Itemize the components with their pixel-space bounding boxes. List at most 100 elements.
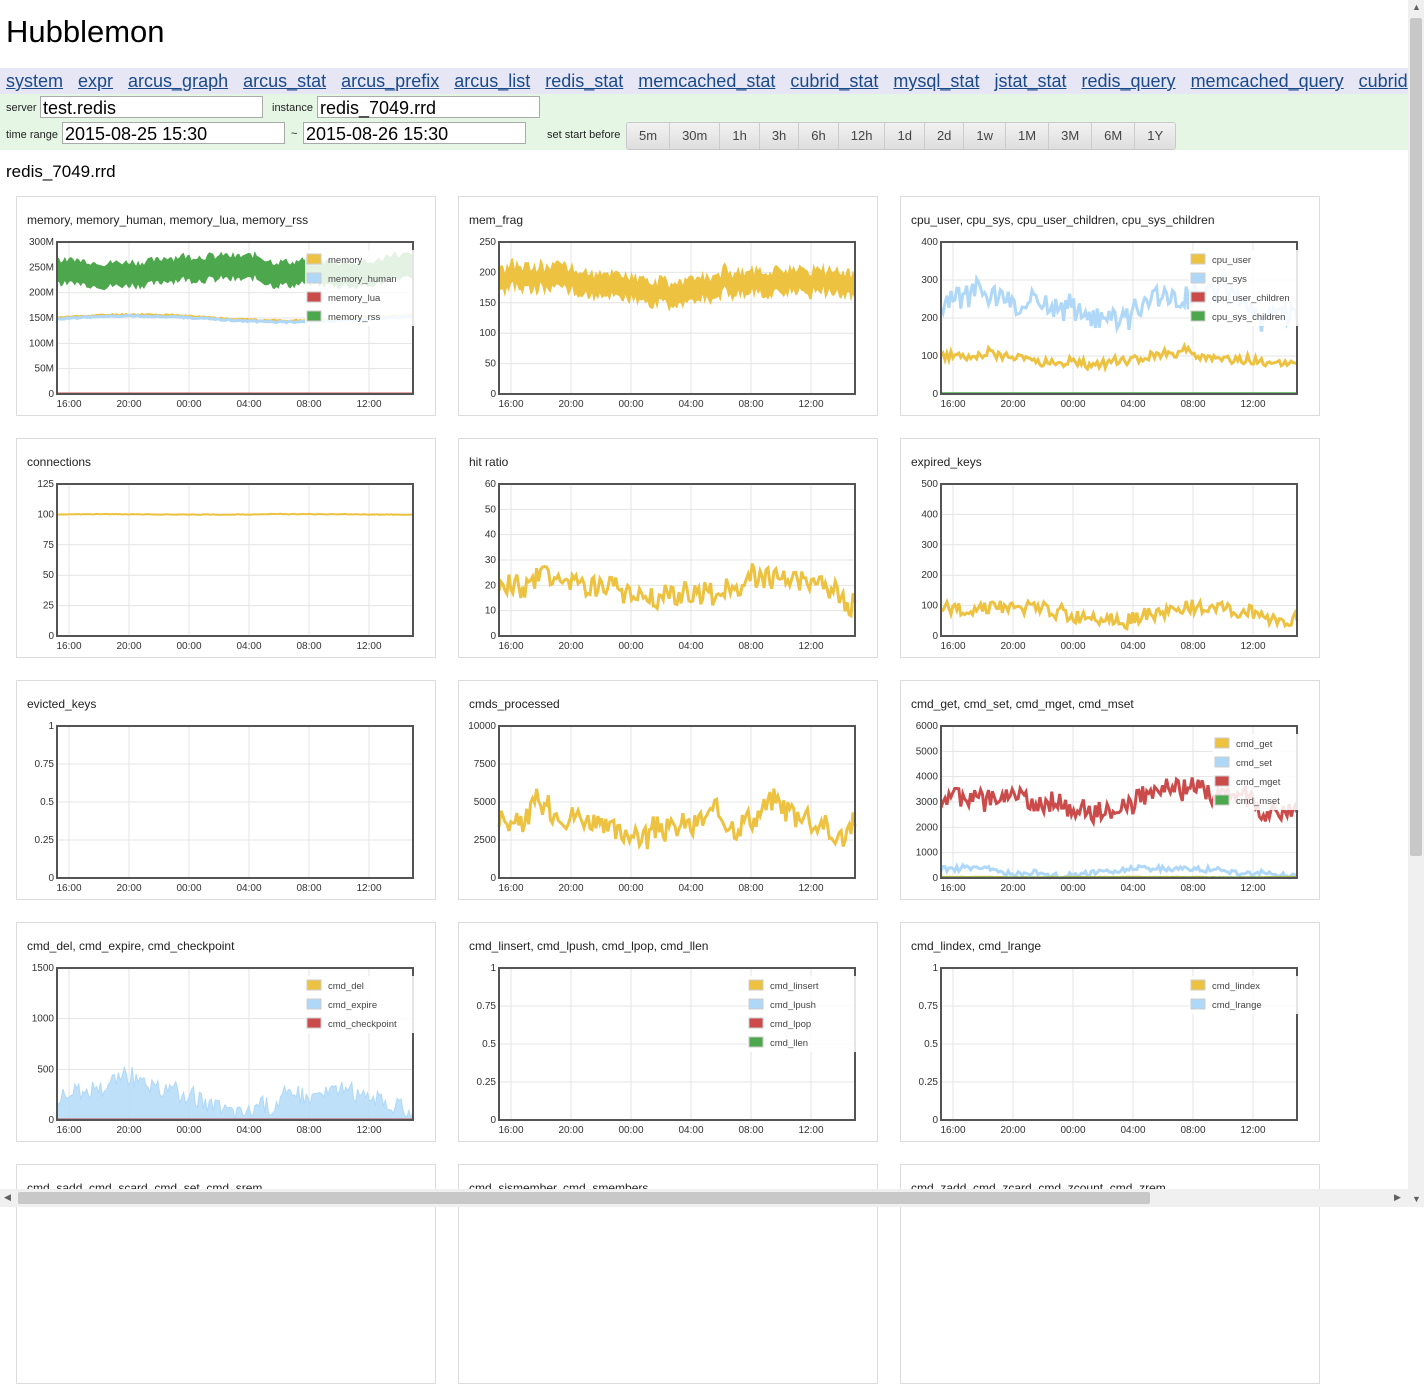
nav-link-redis-stat[interactable]: redis_stat <box>545 71 624 91</box>
range-button-30m[interactable]: 30m <box>670 123 721 149</box>
range-button-5m[interactable]: 5m <box>627 123 671 149</box>
chart-svg: 0 2500 5000 7500 10000 16:00 20:00 00:00 04:00 08… <box>468 721 857 894</box>
y-tick-label: 100 <box>37 509 54 520</box>
start-time-input[interactable]: 2015-08-25 15:30 <box>62 122 285 144</box>
range-button-1h[interactable]: 1h <box>720 123 760 149</box>
nav-link-system[interactable]: system <box>6 71 64 91</box>
vertical-scroll-thumb[interactable] <box>1410 18 1422 856</box>
range-button-3M[interactable]: 3M <box>1049 123 1093 149</box>
y-tick-label: 200 <box>479 267 496 278</box>
horizontal-scroll-thumb[interactable] <box>18 1192 1150 1204</box>
x-tick-label: 08:00 <box>296 641 321 652</box>
x-tick-label: 08:00 <box>738 883 763 894</box>
x-tick-label: 12:00 <box>356 641 381 652</box>
legend-bg <box>1189 976 1299 995</box>
end-time-input[interactable]: 2015-08-26 15:30 <box>303 122 526 144</box>
scroll-left-icon[interactable]: ◀ <box>4 1192 11 1202</box>
x-tick-label: 20:00 <box>558 641 583 652</box>
y-tick-label: 500 <box>921 479 938 490</box>
legend-label: cmd_set <box>1236 758 1272 769</box>
range-button-6h[interactable]: 6h <box>799 123 839 149</box>
y-tick-label: 100 <box>479 328 496 339</box>
nav-link-mysql-stat[interactable]: mysql_stat <box>893 71 980 91</box>
legend-bg <box>305 995 415 1014</box>
x-tick-label: 12:00 <box>1240 641 1265 652</box>
x-tick-label: 00:00 <box>1060 1125 1085 1136</box>
nav-link-cubrid-stat[interactable]: cubrid_stat <box>790 71 879 91</box>
x-tick-label: 04:00 <box>1120 399 1145 410</box>
y-tick-label: 0.5 <box>482 1039 496 1050</box>
nav-link-arcus-graph[interactable]: arcus_graph <box>128 71 229 91</box>
y-tick-label: 500 <box>37 1064 54 1075</box>
x-tick-label: 08:00 <box>1180 399 1205 410</box>
chart-svg: 0 10 20 30 40 50 60 16:00 20:00 00:00 04:00 08:00 12… <box>485 479 857 652</box>
range-button-12h[interactable]: 12h <box>838 123 886 149</box>
y-tick-label: 0.5 <box>924 1039 938 1050</box>
x-tick-label: 04:00 <box>678 883 703 894</box>
legend-bg <box>305 250 415 269</box>
chart-title: cmds_processed <box>469 697 560 711</box>
legend-swatch <box>306 291 322 303</box>
chart-title: cmd_get, cmd_set, cmd_mget, cmd_mset <box>911 697 1134 711</box>
x-tick-label: 08:00 <box>1180 641 1205 652</box>
nav-link-cubrid[interactable]: cubrid <box>1358 71 1408 91</box>
range-button-1M[interactable]: 1M <box>1006 123 1050 149</box>
y-tick-label: 100 <box>921 601 938 612</box>
nav-link-jstat-stat[interactable]: jstat_stat <box>994 71 1067 91</box>
y-tick-label: 125 <box>37 479 54 490</box>
range-button-2d[interactable]: 2d <box>924 123 965 149</box>
x-tick-label: 08:00 <box>296 399 321 410</box>
time-range-label: time range <box>6 129 58 141</box>
legend-bg <box>1189 288 1299 307</box>
range-button-1Y[interactable]: 1Y <box>1135 123 1176 149</box>
legend-swatch <box>1190 272 1206 284</box>
plot-frame <box>56 967 414 1121</box>
chart-panel-cmd-get: cmd_get, cmd_set, cmd_mget, cmd_mset 0 100… <box>900 680 1320 900</box>
scroll-up-icon[interactable]: ▲ <box>1412 2 1421 12</box>
scroll-right-icon[interactable]: ▶ <box>1394 1192 1401 1202</box>
chart-title: mem_frag <box>469 213 524 227</box>
legend-bg <box>305 288 415 307</box>
nav-link-redis-query[interactable]: redis_query <box>1081 71 1176 91</box>
y-tick-label: 5000 <box>474 797 497 808</box>
legend-swatch <box>748 1036 764 1048</box>
nav-link-memcached-query[interactable]: memcached_query <box>1190 71 1344 91</box>
legend-swatch <box>748 998 764 1010</box>
range-button-3h[interactable]: 3h <box>759 123 800 149</box>
instance-input[interactable]: redis_7049.rrd <box>317 96 540 118</box>
vertical-scrollbar[interactable]: ▲ ▼ <box>1408 0 1424 1207</box>
range-button-1w[interactable]: 1w <box>964 123 1007 149</box>
y-tick-label: 6000 <box>916 721 939 732</box>
range-button-1d[interactable]: 1d <box>885 123 925 149</box>
legend-bg <box>305 307 415 326</box>
horizontal-scrollbar[interactable]: ◀ ▶ <box>0 1189 1408 1207</box>
nav-link-memcached-stat[interactable]: memcached_stat <box>638 71 776 91</box>
page-title: Hubblemon <box>6 14 165 49</box>
x-tick-label: 12:00 <box>798 883 823 894</box>
x-tick-label: 04:00 <box>236 1125 261 1136</box>
y-tick-label: 10 <box>485 606 497 617</box>
legend-bg <box>1189 307 1299 326</box>
chart-panel-connections: connections 0 25 50 75 100 125 16:00 20:00 00:00 0… <box>16 438 436 658</box>
nav-link-arcus-stat[interactable]: arcus_stat <box>243 71 327 91</box>
legend-label: cmd_del <box>328 981 364 992</box>
chart-title: cmd_del, cmd_expire, cmd_checkpoint <box>27 939 235 953</box>
y-tick-label: 0 <box>48 631 54 642</box>
chart-svg: 0 25 50 75 100 125 16:00 20:00 00:00 04:00 08:00 12… <box>37 479 414 652</box>
nav-link-arcus-prefix[interactable]: arcus_prefix <box>341 71 440 91</box>
chart-svg: 0 1000 2000 3000 4000 5000 6000 16:00 20:00 00:00… <box>916 721 1319 894</box>
chart-svg: 0 100 200 300 400 500 16:00 20:00 00:00 04:00 08:0… <box>921 479 1299 652</box>
chart-svg: 0 0.25 0.5 0.75 1 16:00 20:00 00:00 04:00 08:00 12… <box>477 963 857 1136</box>
chart-panel-cmd-lindex: cmd_lindex, cmd_lrange 0 0.25 0.5 0.75 1 16:00… <box>900 922 1320 1142</box>
scroll-down-icon[interactable]: ▼ <box>1412 1194 1421 1204</box>
range-button-6M[interactable]: 6M <box>1092 123 1136 149</box>
nav-link-arcus-list[interactable]: arcus_list <box>454 71 531 91</box>
nav-link-expr[interactable]: expr <box>78 71 114 91</box>
y-tick-label: 0 <box>932 1115 938 1126</box>
y-tick-label: 25 <box>43 601 55 612</box>
x-tick-label: 08:00 <box>738 641 763 652</box>
server-input[interactable]: test.redis <box>40 96 263 118</box>
chart-svg: 0 0.25 0.5 0.75 1 16:00 20:00 00:00 04:00 08:00 12… <box>919 963 1299 1136</box>
series-connections <box>56 512 414 517</box>
x-tick-label: 12:00 <box>798 399 823 410</box>
